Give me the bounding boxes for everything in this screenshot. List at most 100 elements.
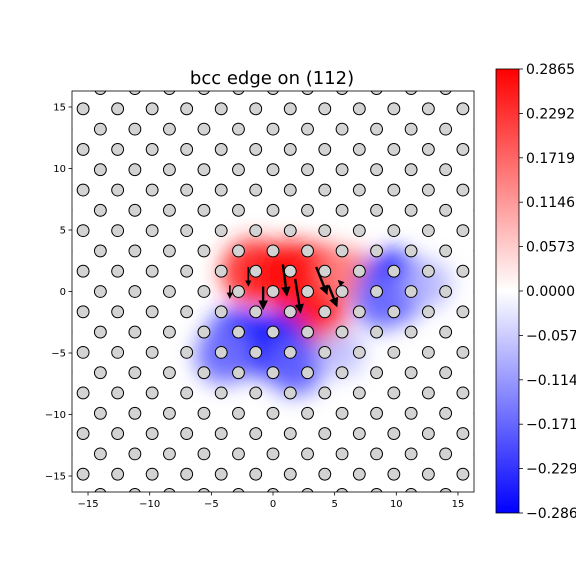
atom-144 bbox=[283, 264, 297, 278]
atom-180 bbox=[232, 203, 245, 217]
atom-35 bbox=[404, 447, 418, 461]
atom-190 bbox=[145, 183, 159, 197]
atom-7 bbox=[301, 488, 314, 492]
atom-126 bbox=[93, 285, 107, 298]
atom-58 bbox=[335, 406, 349, 420]
atom-240 bbox=[145, 102, 159, 116]
atom-219 bbox=[283, 143, 297, 156]
y-tick-label-1: −10 bbox=[45, 410, 66, 421]
atom-42 bbox=[214, 427, 228, 440]
atom-3 bbox=[163, 488, 176, 492]
atom-82 bbox=[301, 366, 314, 380]
atom-225 bbox=[72, 127, 73, 131]
atom-25 bbox=[72, 452, 73, 456]
atom-79 bbox=[197, 366, 211, 380]
atom-99 bbox=[456, 345, 470, 359]
atom-146 bbox=[352, 264, 366, 278]
displacement-arrow-2 bbox=[281, 264, 291, 297]
atom-235 bbox=[404, 122, 418, 136]
atom-143 bbox=[249, 264, 263, 278]
colorbar-tick-label-3: 0.1146 bbox=[526, 195, 575, 211]
atom-148 bbox=[421, 264, 435, 278]
atom-129 bbox=[197, 285, 211, 298]
atom-238 bbox=[76, 102, 90, 116]
x-tick-label-1: −10 bbox=[139, 499, 160, 510]
atom-236 bbox=[439, 122, 453, 136]
atom-85 bbox=[404, 366, 418, 380]
atom-252 bbox=[128, 91, 141, 95]
atom-10 bbox=[405, 488, 418, 492]
atom-213 bbox=[76, 143, 90, 156]
atom-100 bbox=[72, 330, 73, 334]
field-blob-10 bbox=[352, 272, 411, 331]
atom-177 bbox=[128, 203, 142, 217]
x-tick-label-4: 5 bbox=[331, 499, 337, 510]
atom-154 bbox=[197, 244, 211, 258]
atom-169 bbox=[283, 224, 297, 238]
atom-91 bbox=[180, 345, 194, 359]
atom-117 bbox=[214, 305, 228, 319]
atom-233 bbox=[335, 122, 349, 136]
atom-138 bbox=[76, 264, 90, 278]
atom-36 bbox=[439, 447, 453, 461]
displacement-arrow-7 bbox=[337, 279, 345, 287]
atom-156 bbox=[266, 244, 280, 258]
atom-170 bbox=[318, 224, 332, 238]
atom-253 bbox=[163, 91, 176, 95]
atom-34 bbox=[370, 447, 384, 461]
atom-237 bbox=[473, 127, 474, 131]
atom-52 bbox=[128, 406, 142, 420]
atom-96 bbox=[352, 345, 366, 359]
atom-70 bbox=[318, 386, 332, 400]
colorbar-tick-label-1: 0.2292 bbox=[526, 106, 575, 122]
atom-164 bbox=[111, 224, 125, 238]
atom-141 bbox=[180, 264, 194, 278]
atom-83 bbox=[335, 366, 349, 380]
atom-12 bbox=[474, 489, 486, 501]
atom-123 bbox=[421, 305, 435, 319]
atom-239 bbox=[111, 102, 125, 116]
atom-109 bbox=[370, 325, 384, 339]
atom-184 bbox=[370, 203, 384, 217]
atom-93 bbox=[249, 345, 263, 359]
atom-181 bbox=[266, 203, 280, 217]
atom-17 bbox=[214, 467, 228, 481]
atom-73 bbox=[421, 386, 435, 400]
atom-15 bbox=[145, 467, 159, 481]
colorbar-tick-label-4: 0.0573 bbox=[526, 240, 575, 256]
atom-254 bbox=[198, 91, 210, 95]
atom-119 bbox=[283, 305, 297, 319]
x-tick-label-6: 15 bbox=[452, 499, 465, 510]
atom-98 bbox=[421, 345, 435, 359]
atom-45 bbox=[318, 427, 332, 440]
atom-118 bbox=[249, 305, 263, 319]
atom-232 bbox=[301, 122, 314, 136]
atom-29 bbox=[197, 447, 211, 461]
atom-142 bbox=[214, 264, 228, 278]
atom-130 bbox=[232, 285, 245, 298]
atom-71 bbox=[352, 386, 366, 400]
atom-131 bbox=[266, 285, 280, 298]
atom-229 bbox=[197, 122, 211, 136]
y-tick-label-5: 10 bbox=[53, 164, 66, 175]
atom-67 bbox=[214, 386, 228, 400]
atom-22 bbox=[387, 467, 401, 481]
atom-174 bbox=[456, 224, 470, 238]
atom-76 bbox=[93, 366, 107, 380]
atom-102 bbox=[128, 325, 142, 339]
atom-151 bbox=[93, 244, 107, 258]
atom-202 bbox=[128, 163, 142, 177]
atom-75 bbox=[72, 370, 73, 375]
atom-114 bbox=[111, 305, 125, 319]
atom-105 bbox=[232, 325, 245, 339]
atom-250 bbox=[60, 83, 72, 95]
atom-255 bbox=[232, 91, 245, 95]
atom-5 bbox=[232, 488, 245, 492]
atom-216 bbox=[180, 143, 194, 156]
atom-175 bbox=[72, 208, 73, 213]
atom-132 bbox=[301, 285, 314, 298]
atom-256 bbox=[267, 91, 279, 95]
atom-172 bbox=[387, 224, 401, 238]
atom-147 bbox=[387, 264, 401, 278]
